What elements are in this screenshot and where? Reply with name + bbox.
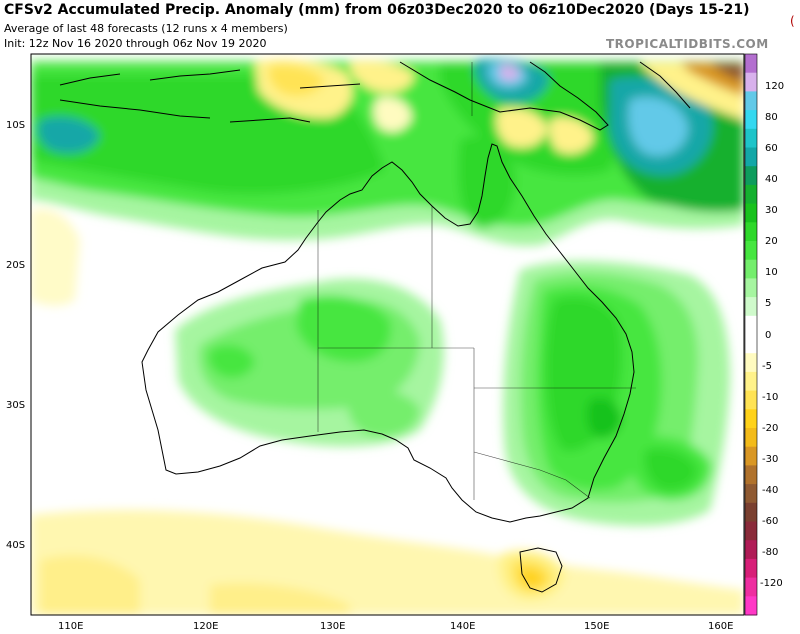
colorbar-swatch	[745, 203, 757, 223]
colorbar-swatch	[745, 577, 757, 597]
brand-watermark: TROPICALTIDBITS.COM	[606, 37, 769, 51]
colorbar-swatch	[745, 484, 757, 504]
lat-label: 40S	[6, 540, 25, 551]
colorbar-label: 80	[765, 112, 778, 123]
lon-label: 110E	[58, 621, 83, 632]
colorbar-swatch	[745, 558, 757, 579]
colorbar-swatch	[745, 540, 757, 560]
colorbar-swatch	[745, 465, 757, 485]
colorbar-label: 5	[765, 298, 771, 309]
colorbar-swatch	[745, 72, 757, 92]
colorbar-label: -40	[762, 485, 778, 496]
colorbar-swatch	[745, 315, 757, 335]
colorbar-swatch	[745, 371, 757, 392]
init-info: Init: 12z Nov 16 2020 through 06z Nov 19…	[4, 37, 267, 50]
colorbar-swatch	[745, 390, 757, 410]
anomaly-field	[31, 54, 744, 615]
colorbar-swatch	[745, 409, 757, 429]
colorbar-swatch	[745, 222, 757, 242]
colorbar-label: 60	[765, 143, 778, 154]
latitude-labels: 10S 20S 30S 40S	[6, 120, 25, 551]
colorbar-swatch	[745, 446, 757, 466]
colorbar-swatch	[745, 91, 757, 111]
colorbar-swatch	[745, 184, 757, 205]
lon-label: 150E	[584, 621, 609, 632]
map-frame	[30, 53, 745, 616]
colorbar-swatch	[745, 334, 757, 354]
lon-label: 130E	[320, 621, 345, 632]
colorbar-swatch	[745, 128, 757, 148]
coastline	[59, 61, 691, 593]
map-subtitle: Average of last 48 forecasts (12 runs x …	[4, 22, 288, 35]
colorbar	[744, 53, 758, 616]
colorbar-label: 40	[765, 174, 778, 185]
colorbar-label: -60	[762, 516, 778, 527]
colorbar-swatch	[745, 278, 757, 298]
colorbar-swatch	[745, 596, 757, 616]
colorbar-label: -10	[762, 392, 778, 403]
colorbar-swatch	[745, 259, 757, 279]
lat-label: 30S	[6, 400, 25, 411]
colorbar-label: -120	[760, 578, 783, 589]
colorbar-frame	[744, 53, 758, 616]
colorbar-swatch	[745, 353, 757, 373]
lat-label: 20S	[6, 260, 25, 271]
colorbar-swatch	[745, 502, 757, 522]
map-title: CFSv2 Accumulated Precip. Anomaly (mm) f…	[4, 2, 750, 18]
colorbar-swatch	[745, 166, 757, 186]
colorbar-label: -5	[762, 361, 772, 372]
colorbar-swatch	[745, 54, 757, 74]
lon-label: 140E	[450, 621, 475, 632]
colorbar-label: 10	[765, 267, 778, 278]
colorbar-label: -20	[762, 423, 778, 434]
corner-mark: (	[790, 14, 795, 28]
colorbar-swatch	[745, 428, 757, 448]
state-borders	[317, 62, 636, 500]
colorbar-label: -80	[762, 547, 778, 558]
colorbar-swatch	[745, 241, 757, 261]
lon-label: 160E	[708, 621, 733, 632]
colorbar-labels: 120 80 60 40 30 20 10 5 0 -5 -10 -20 -30…	[760, 81, 784, 589]
colorbar-swatch	[745, 521, 757, 541]
colorbar-label: -30	[762, 454, 778, 465]
colorbar-swatch	[745, 297, 757, 317]
colorbar-label: 20	[765, 236, 778, 247]
lat-label: 10S	[6, 120, 25, 131]
colorbar-label: 120	[765, 81, 784, 92]
lon-label: 120E	[193, 621, 218, 632]
longitude-labels: 110E 120E 130E 140E 150E 160E	[58, 621, 733, 632]
colorbar-label: 0	[765, 330, 771, 341]
colorbar-label: 30	[765, 205, 778, 216]
colorbar-swatch	[745, 110, 757, 130]
colorbar-swatch	[745, 147, 757, 167]
